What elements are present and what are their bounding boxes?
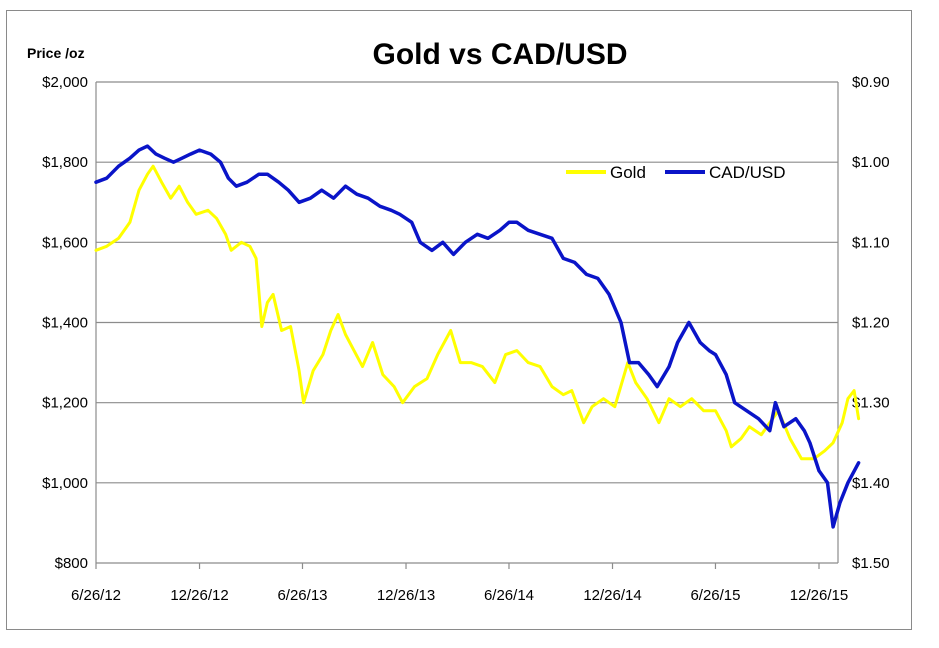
left-tick-label: $1,400 [42, 315, 88, 332]
x-tick-label: 12/26/13 [377, 587, 435, 604]
legend: Gold CAD/USD [566, 163, 786, 182]
right-tick-label: $1.10 [852, 234, 890, 251]
legend-label-gold: Gold [610, 163, 646, 182]
chart-title: Gold vs CAD/USD [372, 38, 627, 71]
right-tick-label: $1.30 [852, 395, 890, 412]
left-tick-label: $1,000 [42, 475, 88, 492]
right-tick-label: $0.90 [852, 74, 890, 91]
left-tick-label: $2,000 [42, 74, 88, 91]
x-tick-label: 6/26/15 [690, 587, 740, 604]
left-tick-label: $1,200 [42, 395, 88, 412]
y-axis-label: Price /oz [27, 45, 85, 61]
left-axis-ticks: $2,000 $1,800 $1,600 $1,400 $1,200 $1,000 $800 [42, 74, 88, 572]
right-tick-label: $1.50 [852, 555, 890, 572]
x-tick-label: 6/26/13 [277, 587, 327, 604]
x-tick-label: 6/26/12 [71, 587, 121, 604]
series-line-gold [94, 164, 861, 461]
chart-frame [6, 10, 912, 630]
right-tick-label: $1.40 [852, 475, 890, 492]
right-tick-label: $1.20 [852, 315, 890, 332]
x-tick-label: 12/26/15 [790, 587, 848, 604]
x-axis-ticks: 6/26/12 12/26/12 6/26/13 12/26/13 6/26/14 12/… [71, 563, 848, 604]
right-tick-label: $1.00 [852, 154, 890, 171]
left-tick-label: $1,800 [42, 154, 88, 171]
left-tick-label: $800 [55, 555, 88, 572]
right-axis-ticks: $0.90 $1.00 $1.10 $1.20 $1.30 $1.40 $1.50 [852, 74, 890, 572]
legend-label-cad-usd: CAD/USD [709, 163, 786, 182]
left-tick-label: $1,600 [42, 234, 88, 251]
x-tick-label: 12/26/14 [583, 587, 641, 604]
series-lines [94, 144, 861, 529]
x-tick-label: 12/26/12 [170, 587, 228, 604]
series-line-cad-usd [94, 144, 861, 529]
x-tick-label: 6/26/14 [484, 587, 534, 604]
